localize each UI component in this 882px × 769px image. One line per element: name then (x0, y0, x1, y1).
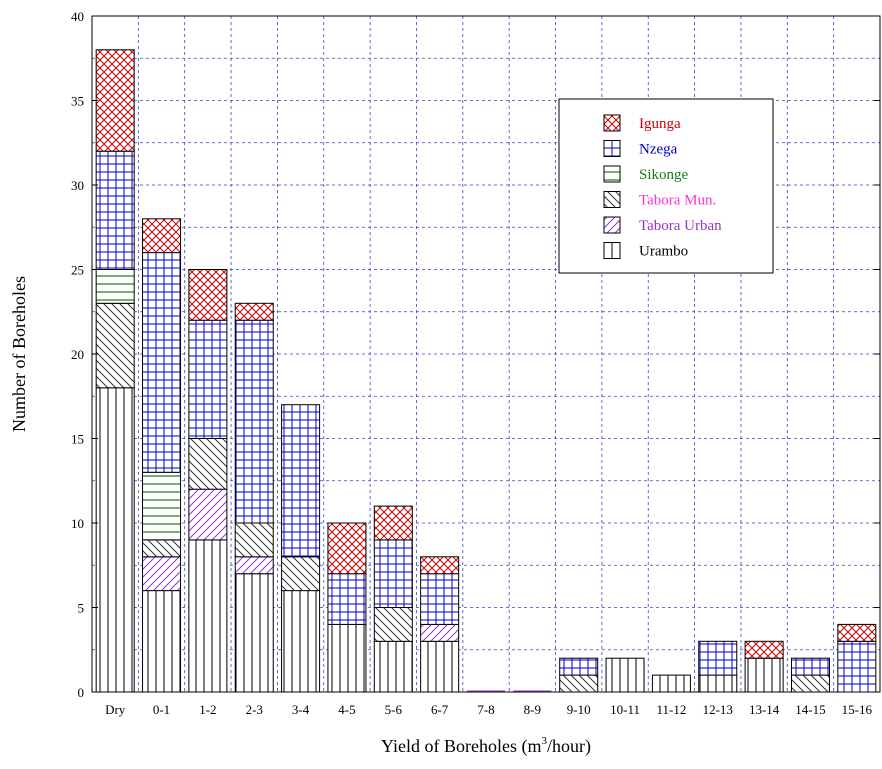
bar-empty-7-8 (466, 690, 506, 692)
x-axis-title-prefix: Yield of Boreholes (m (381, 736, 541, 757)
bar-segment-urambo-12-13 (698, 674, 738, 693)
bar-segment-nzega-2-3 (234, 319, 274, 524)
axis-ticks: 0 5 10 15 20 25 30 35 40 Dry 0-1 1-2 2-3 3-4 4-5 5-6 6-7… (71, 9, 880, 717)
bar-segment-nzega-15-16 (837, 640, 877, 693)
bar-segment-urambo-13-14 (744, 657, 784, 693)
bar-segment-nzega-9-10 (559, 657, 599, 676)
bar-segment-nzega-3-4 (281, 404, 321, 558)
y-tick-label: 10 (71, 516, 84, 531)
legend-label: Tabora Urban (639, 218, 722, 234)
bar-segment-urambo-10-11 (605, 657, 645, 693)
x-tick-label: 10-11 (610, 702, 640, 717)
bar-segment-urambo-3-4 (281, 590, 321, 693)
bar-segment-igunga-5-6 (373, 505, 413, 541)
x-tick-label: 3-4 (292, 702, 310, 717)
legend-swatch (603, 216, 621, 234)
bar-segment-tabora-urban-6-7 (420, 623, 460, 642)
x-tick-label: Dry (105, 702, 126, 717)
legend-label: Sikonge (639, 167, 689, 183)
bar-segment-urambo-0-1 (142, 590, 182, 693)
legend-label: Urambo (639, 244, 688, 260)
bar-segment-nzega-6-7 (420, 573, 460, 625)
x-tick-label: 7-8 (477, 702, 494, 717)
bar-segment-tabora-mun--Dry (95, 302, 135, 389)
legend: Igunga Nzega Sikonge Tabora Mun. Tabora Urba… (558, 98, 774, 274)
bar-segment-igunga-13-14 (744, 640, 784, 659)
bars (95, 49, 877, 693)
bar-empty-8-9 (513, 690, 552, 692)
bar-segment-igunga-0-1 (142, 218, 182, 254)
x-tick-label: 1-2 (199, 702, 216, 717)
legend-swatch (603, 165, 621, 183)
legend-label: Tabora Mun. (639, 193, 716, 209)
bar-segment-tabora-mun--9-10 (559, 674, 599, 693)
x-axis-title-suffix: /hour) (547, 736, 591, 757)
bar-segment-urambo-11-12 (651, 674, 691, 693)
bar-segment-sikonge-0-1 (142, 471, 182, 541)
x-tick-label: 0-1 (153, 702, 170, 717)
bar-segment-igunga-Dry (95, 49, 135, 152)
y-tick-label: 25 (71, 263, 84, 278)
legend-swatch (603, 140, 621, 157)
bar-segment-tabora-mun--1-2 (188, 438, 228, 490)
bar-segment-urambo-4-5 (327, 623, 367, 693)
x-tick-label: 11-12 (656, 702, 686, 717)
y-tick-label: 30 (71, 178, 84, 193)
legend-label: Igunga (639, 116, 681, 132)
x-tick-label: 5-6 (385, 702, 403, 717)
bar-segment-nzega-5-6 (373, 539, 413, 609)
bar-segment-tabora-mun--2-3 (234, 522, 274, 558)
y-tick-label: 35 (71, 94, 84, 109)
legend-swatch (603, 242, 621, 259)
x-tick-label: 8-9 (524, 702, 541, 717)
bar-segment-igunga-4-5 (327, 522, 367, 575)
x-tick-label: 13-14 (749, 702, 780, 717)
x-tick-label: 2-3 (246, 702, 263, 717)
x-axis-title-sup: 3 (541, 735, 547, 747)
legend-label: Nzega (639, 142, 678, 158)
bar-segment-nzega-12-13 (698, 640, 738, 676)
legend-swatch (603, 114, 621, 132)
legend-box (558, 98, 774, 274)
bar-segment-nzega-1-2 (188, 319, 228, 440)
x-tick-label: 4-5 (338, 702, 355, 717)
bar-segment-tabora-urban-1-2 (188, 488, 228, 541)
bar-segment-tabora-mun--5-6 (373, 607, 413, 642)
x-tick-label: 14-15 (795, 702, 825, 717)
bar-segment-urambo-5-6 (373, 640, 413, 693)
bar-segment-nzega-Dry (95, 150, 135, 270)
bar-segment-nzega-4-5 (327, 573, 367, 625)
bar-segment-igunga-6-7 (420, 556, 460, 575)
x-tick-label: 6-7 (431, 702, 449, 717)
bar-segment-igunga-15-16 (837, 623, 877, 642)
bar-segment-nzega-14-15 (790, 657, 830, 676)
bar-segment-urambo-2-3 (234, 573, 274, 693)
legend-swatch (603, 191, 621, 208)
y-tick-label: 20 (71, 347, 84, 362)
bar-segment-igunga-1-2 (188, 269, 228, 321)
bar-segment-sikonge-Dry (95, 269, 135, 304)
x-tick-label: 9-10 (567, 702, 591, 717)
y-axis-title: Number of Boreholes (9, 276, 29, 432)
bar-segment-tabora-mun--0-1 (142, 539, 182, 558)
x-axis-title: Yield of Boreholes (m3/hour) (381, 735, 591, 757)
bar-segment-urambo-1-2 (188, 539, 228, 693)
x-tick-label: 12-13 (703, 702, 733, 717)
bar-segment-tabora-mun--3-4 (281, 556, 321, 592)
bar-segment-igunga-2-3 (234, 302, 274, 321)
x-tick-label: 15-16 (842, 702, 873, 717)
y-tick-label: 40 (71, 9, 84, 24)
y-tick-label: 0 (78, 685, 85, 700)
bar-segment-urambo-Dry (95, 387, 135, 693)
bar-segment-tabora-urban-0-1 (142, 556, 182, 592)
bar-segment-nzega-0-1 (142, 252, 182, 473)
y-tick-label: 15 (71, 432, 84, 447)
bar-segment-tabora-mun--14-15 (790, 674, 830, 693)
bar-segment-urambo-6-7 (420, 640, 460, 693)
bar-segment-tabora-urban-2-3 (234, 556, 274, 575)
y-tick-label: 5 (78, 601, 85, 616)
